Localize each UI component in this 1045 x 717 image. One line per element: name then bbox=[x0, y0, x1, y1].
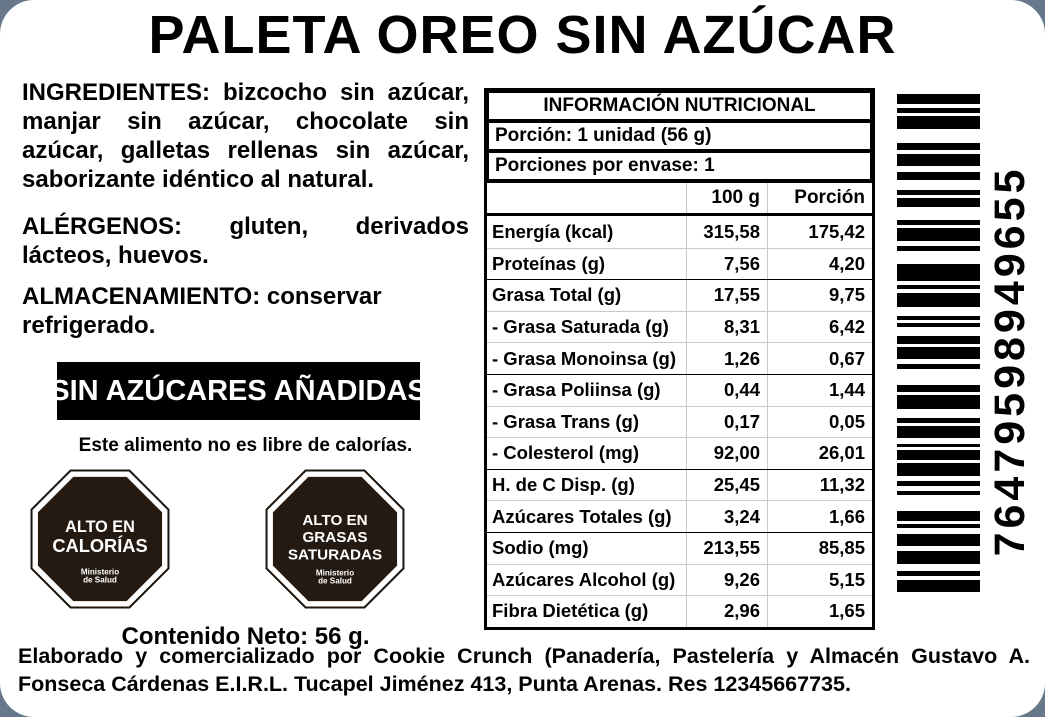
barcode-bars bbox=[897, 94, 980, 592]
nutrient-portion: 26,01 bbox=[767, 438, 872, 469]
nutrient-per100: 2,96 bbox=[686, 596, 767, 627]
nutrient-per100: 7,56 bbox=[686, 248, 767, 280]
nutrient-per100: 8,31 bbox=[686, 311, 767, 343]
seal-authority: de Salud bbox=[318, 577, 352, 586]
storage-text: ALMACENAMIENTO: conservar refrigerado. bbox=[22, 283, 382, 340]
nutrient-per100: 0,17 bbox=[686, 406, 767, 438]
table-row: Energía (kcal) 315,58 175,42 bbox=[487, 216, 872, 248]
ingredients-text: INGREDIENTES: bizcocho sin azúcar, manja… bbox=[22, 79, 469, 194]
nutrient-per100: 92,00 bbox=[686, 438, 767, 469]
nutrient-per100: 25,45 bbox=[686, 469, 767, 501]
nutrient-portion: 1,65 bbox=[767, 596, 872, 627]
nutrient-portion: 11,32 bbox=[767, 469, 872, 501]
nutrient-label: Sodio (mg) bbox=[492, 537, 589, 559]
nutrition-column-headers: 100 g Porción bbox=[487, 181, 872, 216]
nutrient-per100: 3,24 bbox=[686, 501, 767, 532]
seal-line: SATURADAS bbox=[288, 547, 382, 564]
table-row: Proteínas (g) 7,56 4,20 bbox=[487, 247, 872, 280]
portion-size: Porción: 1 unidad (56 g) bbox=[487, 121, 872, 151]
nutrient-label: Grasa Total (g) bbox=[492, 284, 622, 306]
left-column: INGREDIENTES: bizcocho sin azúcar, manja… bbox=[22, 78, 469, 651]
table-row: - Grasa Monoinsa (g) 1,26 0,67 bbox=[487, 342, 872, 374]
seal-authority: Ministerio bbox=[316, 569, 354, 578]
nutrient-per100: 0,44 bbox=[686, 374, 767, 406]
table-row: - Grasa Poliinsa (g) 0,44 1,44 bbox=[487, 373, 872, 406]
seal-line: ALTO EN bbox=[65, 518, 135, 536]
nutrient-portion: 5,15 bbox=[767, 564, 872, 596]
nutrient-label: H. de C Disp. (g) bbox=[492, 474, 635, 496]
table-row: Azúcares Totales (g) 3,24 1,66 bbox=[487, 500, 872, 532]
nutrient-portion: 6,42 bbox=[767, 311, 872, 343]
seal-authority: Ministerio bbox=[81, 568, 119, 577]
nutrient-label: Azúcares Alcohol (g) bbox=[492, 568, 676, 590]
portions-per-pack: Porciones por envase: 1 bbox=[487, 151, 872, 181]
table-row: Sodio (mg) 213,55 85,85 bbox=[487, 531, 872, 564]
octagon-warning-icon: ALTO EN CALORÍAS Ministerio de Salud bbox=[30, 469, 170, 609]
nutrition-table-body: Energía (kcal) 315,58 175,42 Proteínas (… bbox=[487, 216, 872, 627]
warning-seals: ALTO EN CALORÍAS Ministerio de Salud ALT… bbox=[22, 468, 469, 610]
nutrient-portion: 9,75 bbox=[767, 280, 872, 311]
table-row: - Grasa Trans (g) 0,17 0,05 bbox=[487, 405, 872, 438]
no-added-sugar-banner: SIN AZÚCARES AÑADIDAS bbox=[50, 362, 427, 421]
nutrient-portion: 1,66 bbox=[767, 501, 872, 532]
allergens-text: ALÉRGENOS: gluten, derivados lácteos, hu… bbox=[22, 213, 469, 270]
col-header-100g: 100 g bbox=[686, 183, 767, 213]
manufacturer-info: Elaborado y comercializado por Cookie Cr… bbox=[18, 644, 1030, 696]
net-content: Contenido Neto: 56 g. bbox=[121, 623, 370, 651]
nutrient-per100: 9,26 bbox=[686, 564, 767, 596]
nutrient-label: Proteínas (g) bbox=[492, 252, 606, 274]
seal-line: CALORÍAS bbox=[52, 535, 147, 556]
nutrient-label: Fibra Dietética (g) bbox=[492, 600, 649, 622]
table-row: - Grasa Saturada (g) 8,31 6,42 bbox=[487, 310, 872, 343]
nutrient-portion: 4,20 bbox=[767, 248, 872, 280]
table-row: - Colesterol (mg) 92,00 26,01 bbox=[487, 437, 872, 469]
nutrient-label: Azúcares Totales (g) bbox=[492, 505, 672, 527]
nutrient-portion: 0,67 bbox=[767, 343, 872, 374]
nutrient-per100: 213,55 bbox=[686, 532, 767, 564]
nutrient-label: - Grasa Poliinsa (g) bbox=[492, 379, 661, 401]
warning-seal-calories: ALTO EN CALORÍAS Ministerio de Salud bbox=[29, 468, 171, 610]
nutrient-per100: 1,26 bbox=[686, 343, 767, 374]
nutrition-table-title: INFORMACIÓN NUTRICIONAL bbox=[487, 91, 872, 121]
nutrient-label: Energía (kcal) bbox=[492, 220, 614, 242]
nutrient-portion: 0,05 bbox=[767, 406, 872, 438]
nutrient-portion: 85,85 bbox=[767, 532, 872, 564]
octagon-warning-icon: ALTO EN GRASAS SATURADAS Ministerio de S… bbox=[265, 469, 405, 609]
seal-line: GRASAS bbox=[302, 529, 367, 546]
nutrition-table: INFORMACIÓN NUTRICIONAL Porción: 1 unida… bbox=[484, 88, 875, 630]
nutrient-portion: 175,42 bbox=[767, 216, 872, 248]
nutrient-per100: 315,58 bbox=[686, 216, 767, 248]
warning-seal-saturated-fat: ALTO EN GRASAS SATURADAS Ministerio de S… bbox=[264, 468, 406, 610]
seal-authority: de Salud bbox=[83, 576, 117, 585]
barcode-number: 76479598949655 bbox=[986, 165, 1034, 557]
nutrient-label: - Colesterol (mg) bbox=[492, 442, 639, 464]
table-row: Grasa Total (g) 17,55 9,75 bbox=[487, 279, 872, 311]
nutrient-label: - Grasa Monoinsa (g) bbox=[492, 347, 676, 369]
nutrient-label: - Grasa Saturada (g) bbox=[492, 316, 669, 338]
nutrient-portion: 1,44 bbox=[767, 374, 872, 406]
table-row: Fibra Dietética (g) 2,96 1,65 bbox=[487, 595, 872, 627]
col-header-portion: Porción bbox=[767, 183, 872, 213]
seal-line: ALTO EN bbox=[302, 512, 367, 529]
product-title: PALETA OREO SIN AZÚCAR bbox=[148, 5, 897, 65]
table-row: H. de C Disp. (g) 25,45 11,32 bbox=[487, 468, 872, 501]
table-row: Azúcares Alcohol (g) 9,26 5,15 bbox=[487, 563, 872, 596]
nutrient-label: - Grasa Trans (g) bbox=[492, 410, 640, 432]
calorie-disclaimer: Este alimento no es libre de calorías. bbox=[78, 435, 413, 457]
nutrient-per100: 17,55 bbox=[686, 280, 767, 311]
